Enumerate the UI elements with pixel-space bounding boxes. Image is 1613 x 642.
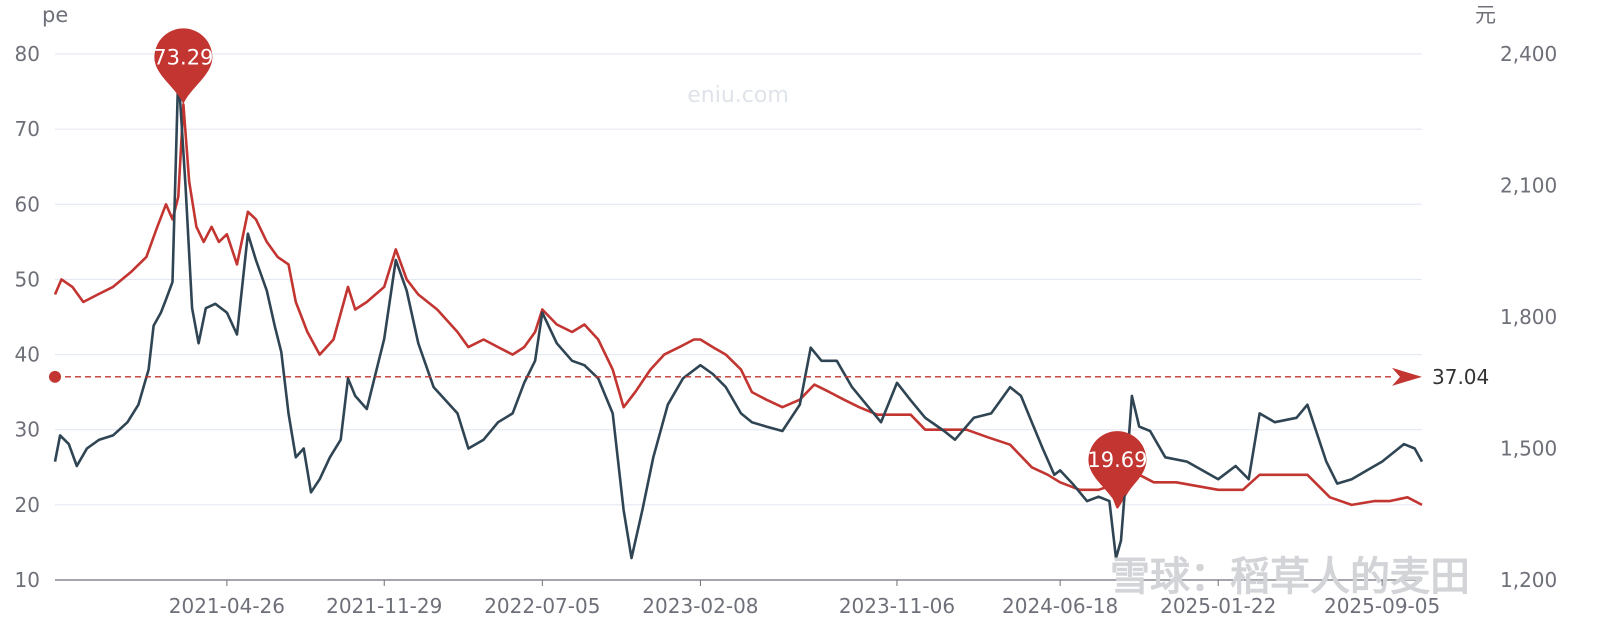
max-pin: 73.29 [153, 28, 213, 105]
right-tick-label: 1,800 [1500, 305, 1557, 329]
average-label: 37.04 [1432, 365, 1489, 389]
left-y-axis: 10 20 30 40 50 60 70 80 [15, 42, 40, 592]
watermark: eniu.com [687, 83, 789, 108]
average-arrow [1392, 367, 1422, 386]
left-tick-label: 20 [15, 493, 40, 517]
x-tick-label: 2025-01-22 [1160, 594, 1276, 618]
x-tick-label: 2023-02-08 [642, 594, 758, 618]
x-tick-label: 2021-11-29 [326, 594, 442, 618]
xueqiu-watermark: 雪球：稻草人的麦田 [1110, 554, 1470, 600]
min-pin-label: 19.69 [1087, 448, 1147, 472]
left-tick-label: 30 [15, 418, 40, 442]
x-tick-label: 2023-11-06 [839, 594, 955, 618]
left-tick-label: 60 [15, 192, 40, 216]
grid-lines [55, 53, 1422, 506]
min-pin-shape [1088, 431, 1147, 508]
right-axis-unit: 元 [1475, 3, 1496, 27]
right-tick-label: 1,200 [1500, 568, 1557, 592]
x-tick-label: 2024-06-18 [1002, 594, 1118, 618]
x-tick-label: 2021-04-26 [169, 594, 285, 618]
left-tick-label: 50 [15, 267, 40, 291]
right-tick-label: 1,500 [1500, 437, 1557, 461]
left-tick-label: 40 [15, 343, 40, 367]
right-y-axis: 1,200 1,500 1,800 2,100 2,400 [1500, 42, 1557, 592]
left-tick-label: 70 [15, 117, 40, 141]
right-tick-label: 2,100 [1500, 174, 1557, 198]
x-tick-label: 2025-09-05 [1324, 594, 1440, 618]
x-tick-label: 2022-07-05 [484, 594, 600, 618]
min-pin: 19.69 [1087, 431, 1147, 508]
right-tick-label: 2,400 [1500, 42, 1557, 66]
left-tick-label: 80 [15, 42, 40, 66]
pe-series-line [53, 103, 1423, 509]
left-axis-unit: pe [42, 3, 68, 27]
max-pin-label: 73.29 [153, 45, 213, 69]
max-pin-shape [154, 28, 213, 105]
x-axis: 2021-04-26 2021-11-29 2022-07-05 2023-02-08… [55, 579, 1440, 618]
average-line: 37.04 [49, 365, 1489, 389]
left-tick-label: 10 [15, 568, 40, 592]
price-series-line [53, 70, 1424, 560]
